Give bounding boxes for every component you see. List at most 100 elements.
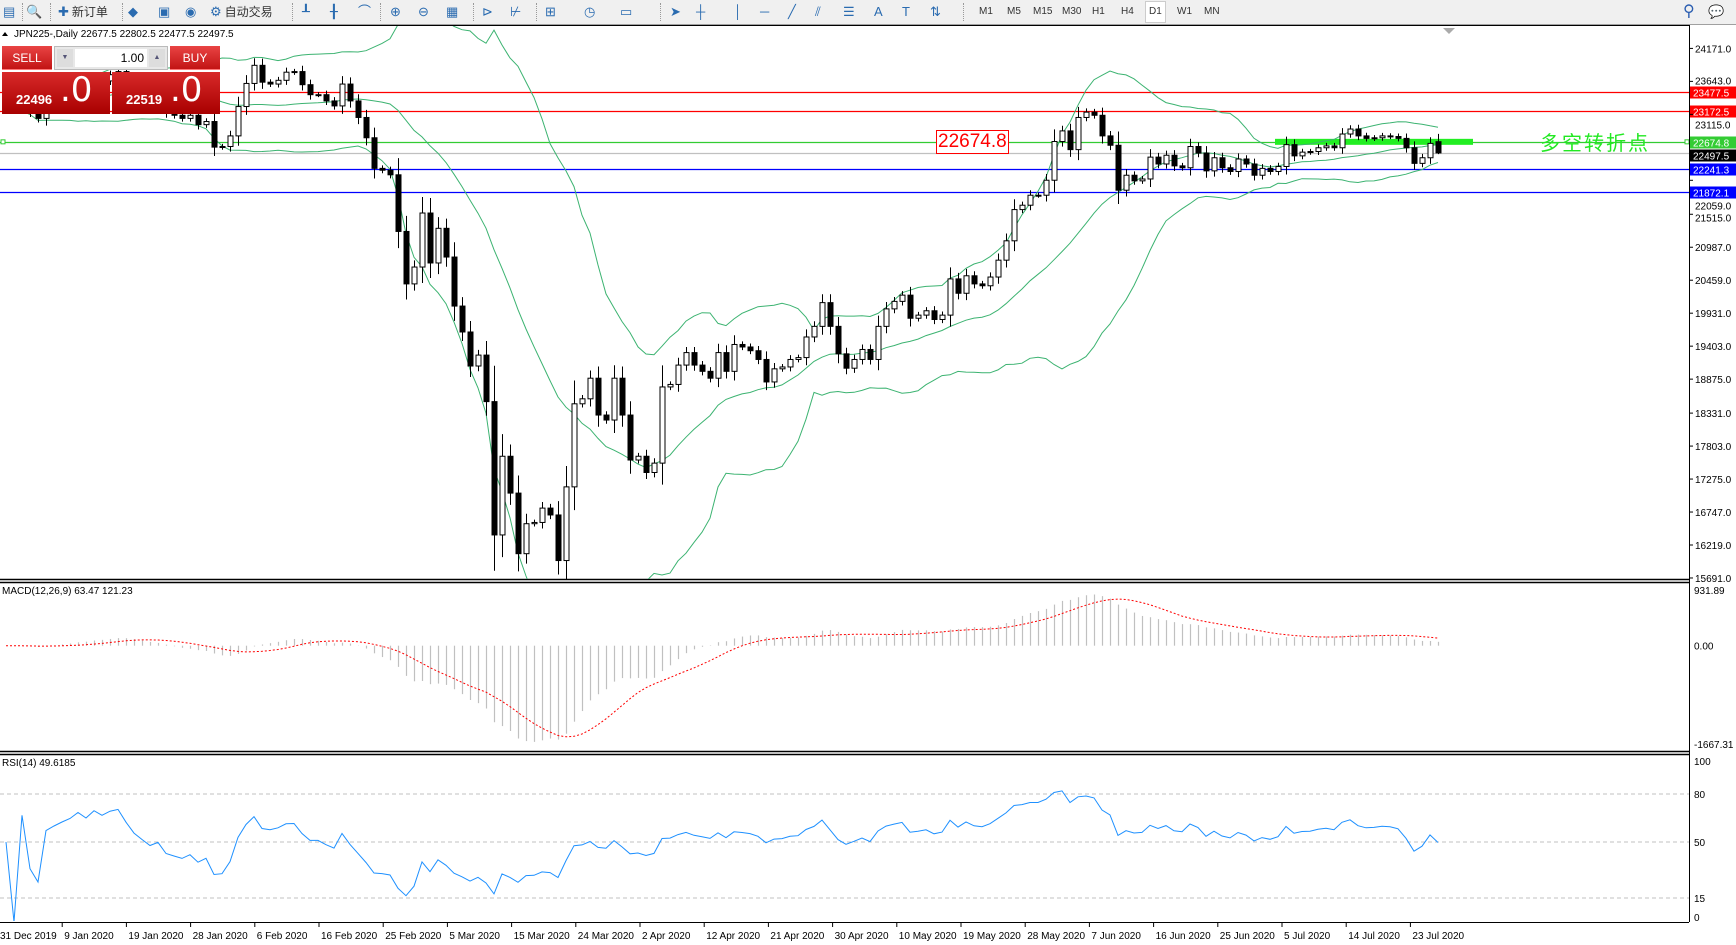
candle-body (1147, 156, 1154, 180)
toolbar-separator (963, 3, 964, 21)
sell-price-fraction: .0 (60, 70, 93, 110)
chart-window-button[interactable]: ▤ (3, 2, 15, 22)
x-tick-label: 5 Mar 2020 (449, 931, 500, 942)
candle-body (1171, 154, 1178, 167)
bar-chart-button[interactable]: ┸ (302, 2, 310, 22)
toolbar-label: 新订单 (71, 5, 108, 19)
fibonacci-button[interactable]: ☰ (843, 2, 855, 22)
price-tag (1690, 105, 1736, 118)
gold-button[interactable]: ◆ (128, 2, 138, 22)
crosshair-button[interactable]: ┼ (696, 2, 705, 22)
volume-up-icon[interactable]: ▲ (149, 49, 165, 67)
y-tick-label: 22059.0 (1695, 201, 1732, 212)
candle (1347, 125, 1354, 138)
price-tag (1690, 149, 1736, 162)
candle (531, 519, 538, 527)
y-tick-label: 17275.0 (1695, 475, 1732, 486)
candle-body (219, 146, 226, 149)
candle (1011, 199, 1018, 252)
level-price-label: 22674.8 (936, 130, 1009, 154)
y-tick-label: 20459.0 (1695, 276, 1732, 287)
x-tick-label: 10 May 2020 (899, 931, 957, 942)
rsi-tick-label: 80 (1694, 790, 1706, 801)
candle-body (555, 514, 562, 562)
price-tag-label: 23477.5 (1693, 89, 1730, 100)
period-d1[interactable]: D1 (1145, 1, 1166, 23)
period-m30[interactable]: M30 (1062, 6, 1082, 17)
vertical-line-button[interactable]: │ (734, 2, 742, 22)
candle-body (1051, 141, 1058, 181)
candle-body (1211, 157, 1218, 172)
sell-button[interactable]: SELL (2, 46, 52, 70)
candle-body (947, 278, 954, 316)
periods-icon: ◷ (584, 4, 596, 19)
candle-body (1203, 152, 1210, 172)
candle (835, 316, 842, 364)
candle (1355, 124, 1362, 141)
period-h4[interactable]: H4 (1121, 6, 1134, 17)
volume-stepper[interactable]: ▼ 1.00 ▲ (54, 46, 168, 70)
candle (291, 68, 298, 75)
indicators-button[interactable]: ⊞ (545, 2, 556, 22)
price-tag (1690, 186, 1736, 199)
zoom-out-button[interactable]: ⊖ (418, 2, 429, 22)
arrows-icon: ⇅ (930, 4, 941, 19)
templates-button[interactable]: ▭ (620, 2, 632, 22)
collapse-triangle-icon[interactable] (2, 32, 8, 36)
cursor-button[interactable]: ➤ (670, 2, 681, 22)
candle (387, 166, 394, 179)
line-chart-button[interactable]: ⌒ (358, 2, 371, 22)
signal-button[interactable]: ◉ (185, 2, 196, 22)
search-icon[interactable]: ⚲ (1683, 3, 1695, 20)
x-tick-label: 16 Jun 2020 (1156, 931, 1211, 942)
arrows-button[interactable]: ⇅ (930, 2, 941, 22)
zoom-doc-button[interactable]: 🔍 (26, 2, 42, 22)
candle-body (1019, 204, 1026, 211)
auto-trading-button[interactable]: ⚙ 自动交易 (210, 2, 273, 22)
period-m1[interactable]: M1 (979, 6, 993, 17)
trendline-button[interactable]: ╱ (788, 2, 796, 22)
sell-price[interactable]: 22496 .0 (2, 70, 110, 114)
candle (1251, 158, 1258, 181)
candle-body (739, 343, 746, 348)
candle (419, 197, 426, 284)
text-button[interactable]: A (874, 2, 883, 22)
volume-down-icon[interactable]: ▼ (57, 49, 73, 67)
buy-price[interactable]: 22519 .0 (112, 70, 220, 114)
periods-button[interactable]: ◷ (584, 2, 595, 22)
chat-icon[interactable]: 💬 (1708, 4, 1725, 19)
candle (1235, 153, 1242, 178)
period-mn[interactable]: MN (1204, 6, 1220, 17)
candle-body (619, 377, 626, 416)
buy-button[interactable]: BUY (170, 46, 220, 70)
candle (723, 345, 730, 379)
period-m5[interactable]: M5 (1007, 6, 1021, 17)
candle-body (627, 414, 634, 461)
text-label-button[interactable]: T (902, 2, 910, 22)
db-button[interactable]: ▣ (158, 2, 170, 22)
zoom-in-button[interactable]: ⊕ (390, 2, 401, 22)
candle (1035, 192, 1042, 198)
y-tick-label: 18331.0 (1695, 409, 1732, 420)
macd-tick-label: -1667.31 (1694, 740, 1734, 751)
candle (739, 341, 746, 351)
equidistant-channel-button[interactable]: ⫽ (815, 2, 821, 22)
tile-windows-button[interactable]: ▦ (446, 2, 458, 22)
candle (691, 346, 698, 371)
volume-input[interactable]: 1.00 (75, 49, 147, 67)
period-w1[interactable]: W1 (1177, 6, 1192, 17)
horizontal-line-button[interactable]: ─ (760, 2, 769, 22)
period-h1[interactable]: H1 (1092, 6, 1105, 17)
chart-shift-button[interactable]: ⊬ (510, 2, 521, 22)
candle (1083, 108, 1090, 122)
new-order-button[interactable]: ✚ 新订单 (58, 2, 108, 22)
candle-body (995, 259, 1002, 278)
y-tick-label: 19931.0 (1695, 309, 1732, 320)
candle-body (915, 314, 922, 319)
candle-chart-button[interactable]: ╂ (330, 2, 338, 22)
candle-body (635, 455, 642, 461)
period-m15[interactable]: M15 (1033, 6, 1053, 17)
candle-body (819, 302, 826, 327)
autoscroll-button[interactable]: ⊳ (482, 2, 493, 22)
